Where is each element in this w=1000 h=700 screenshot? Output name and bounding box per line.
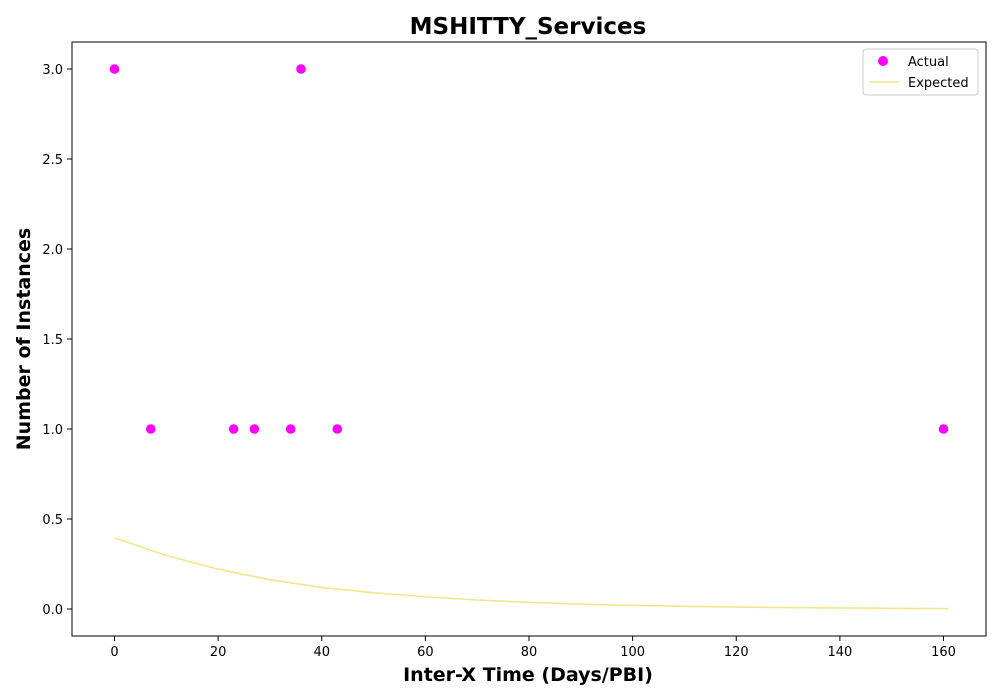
legend-box [862, 48, 979, 96]
x-tick-label: 40 [313, 645, 330, 660]
x-tick-label: 100 [620, 645, 645, 660]
y-axis-ticks: 0.0 0.5 1.0 1.5 2.0 2.5 3.0 [42, 63, 72, 618]
y-axis-label: Number of Instances [13, 228, 35, 450]
y-tick-label: 2.5 [42, 153, 63, 168]
x-tick-label: 20 [210, 645, 227, 660]
x-tick-label: 160 [931, 645, 956, 660]
x-tick-label: 140 [827, 645, 852, 660]
x-axis-label: Inter-X Time (Days/PBI) [403, 664, 653, 686]
plot-background [72, 42, 986, 636]
y-tick-label: 0.5 [42, 513, 63, 528]
actual-point [332, 424, 343, 434]
x-tick-label: 0 [110, 645, 118, 660]
legend-actual-label: Actual [908, 55, 949, 70]
y-tick-label: 1.0 [42, 423, 63, 438]
legend-expected-label: Expected [908, 76, 969, 91]
x-tick-label: 60 [417, 645, 434, 660]
legend-actual-marker [878, 56, 888, 66]
actual-point [285, 424, 296, 434]
actual-point [938, 424, 949, 434]
y-tick-label: 0.0 [42, 603, 63, 618]
y-tick-label: 2.0 [42, 243, 63, 258]
chart-title: MSHITTY_Services [410, 14, 647, 40]
x-axis-ticks: 0 20 40 60 80 100 120 140 160 [110, 636, 956, 660]
x-tick-label: 80 [521, 645, 538, 660]
legend: Actual Expected [862, 48, 979, 96]
y-tick-label: 1.5 [42, 333, 63, 348]
plot-area [72, 42, 986, 636]
x-tick-label: 120 [724, 645, 749, 660]
actual-point [249, 424, 260, 434]
actual-point [296, 64, 306, 74]
series-expected [114, 537, 949, 610]
series-actual [109, 64, 949, 434]
plot-frame [71, 41, 987, 637]
actual-point [228, 424, 239, 434]
actual-point [109, 64, 120, 74]
y-tick-label: 3.0 [42, 63, 63, 78]
expected-line [114, 537, 949, 610]
actual-point [145, 424, 156, 434]
